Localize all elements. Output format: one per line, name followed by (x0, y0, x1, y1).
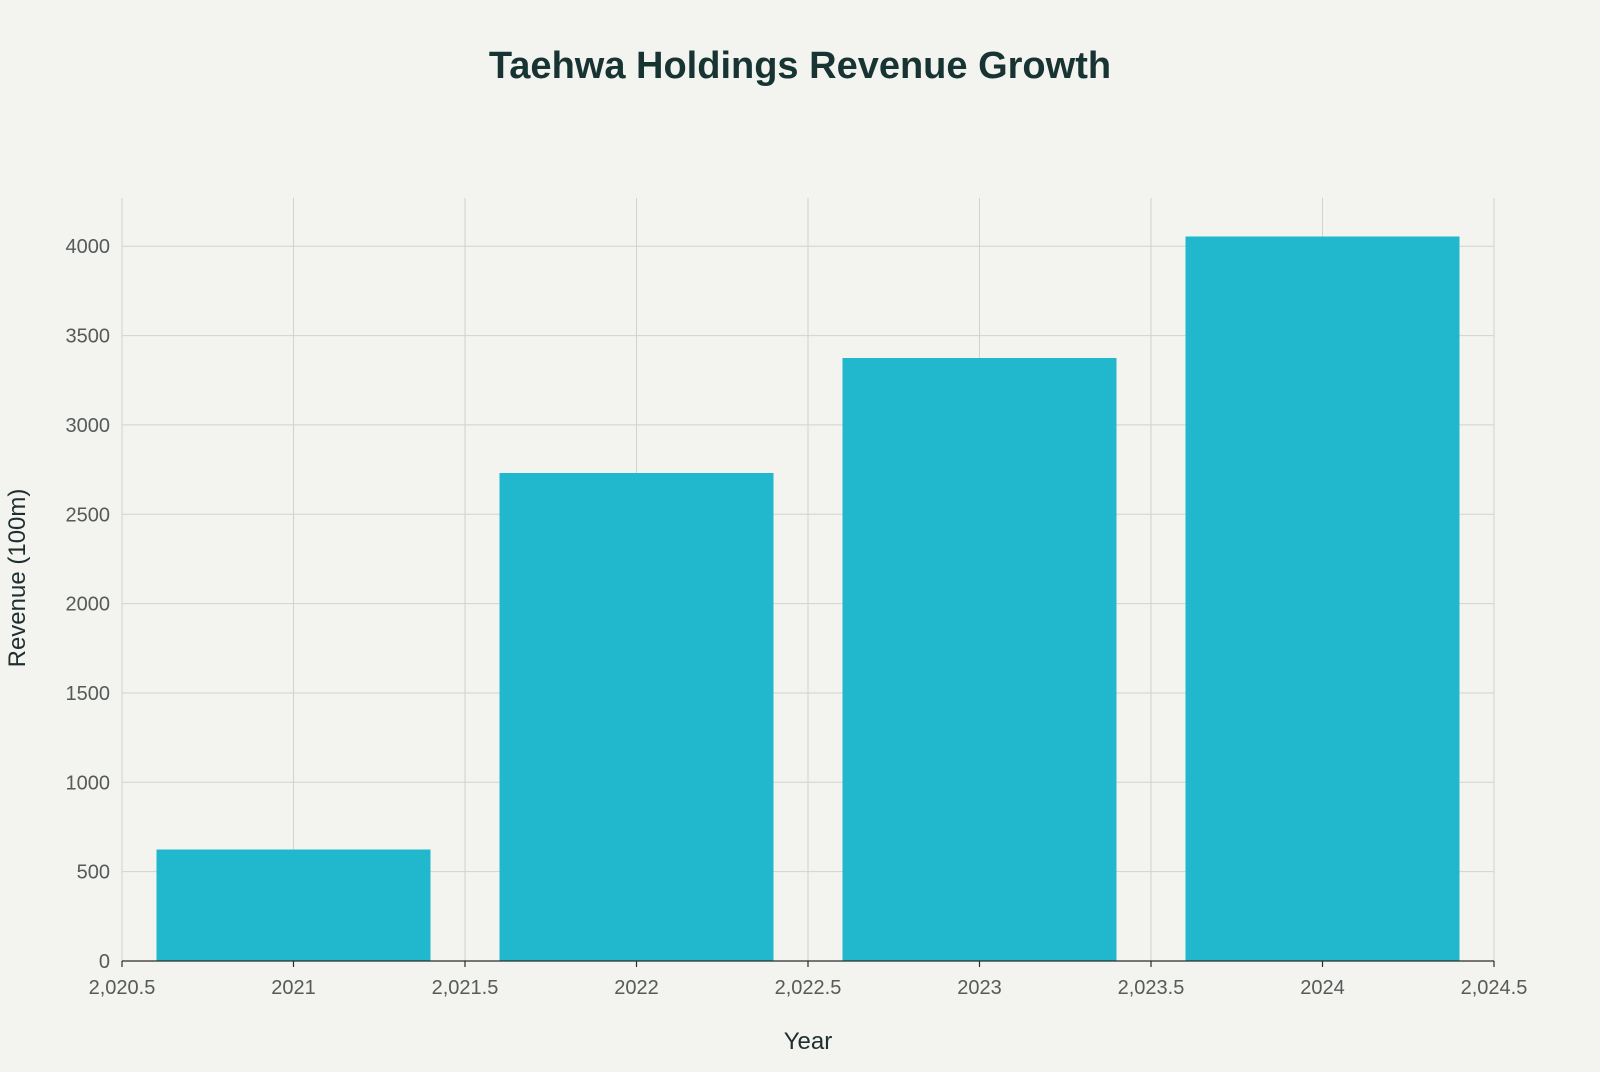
bar-2023[interactable] (842, 357, 1117, 961)
y-tick-label: 4000 (66, 236, 111, 258)
bar-2024[interactable] (1185, 236, 1460, 961)
x-tick-label: 2,021.5 (432, 977, 499, 999)
x-tick-label: 2024 (1300, 977, 1345, 999)
y-tick-label: 2000 (66, 594, 111, 616)
x-tick-label: 2023 (957, 977, 1002, 999)
x-tick-label: 2,023.5 (1118, 977, 1185, 999)
bar-2021[interactable] (156, 849, 431, 961)
bar-2022[interactable] (499, 473, 774, 961)
x-tick-label: 2021 (271, 977, 316, 999)
y-tick-label: 1500 (66, 683, 111, 705)
y-tick-label: 2500 (66, 504, 111, 526)
y-tick-label: 0 (99, 951, 110, 973)
chart-title: Taehwa Holdings Revenue Growth (489, 45, 1111, 87)
x-axis-title: Year (784, 1028, 833, 1055)
y-tick-label: 3500 (66, 326, 111, 348)
x-tick-label: 2,022.5 (775, 977, 842, 999)
y-axis-title: Revenue (100m) (4, 489, 31, 668)
tick-layer: 2,020.5 2021 2,021.5 2022 2,022.5 2023 2,023.5… (66, 236, 1528, 999)
y-tick-label: 1000 (66, 772, 111, 794)
x-tick-label: 2,020.5 (89, 977, 156, 999)
x-tick-label: 2022 (614, 977, 659, 999)
y-tick-label: 3000 (66, 415, 111, 437)
y-tick-label: 500 (77, 862, 110, 884)
bar-layer (156, 236, 1460, 961)
x-tick-label: 2,024.5 (1461, 977, 1528, 999)
